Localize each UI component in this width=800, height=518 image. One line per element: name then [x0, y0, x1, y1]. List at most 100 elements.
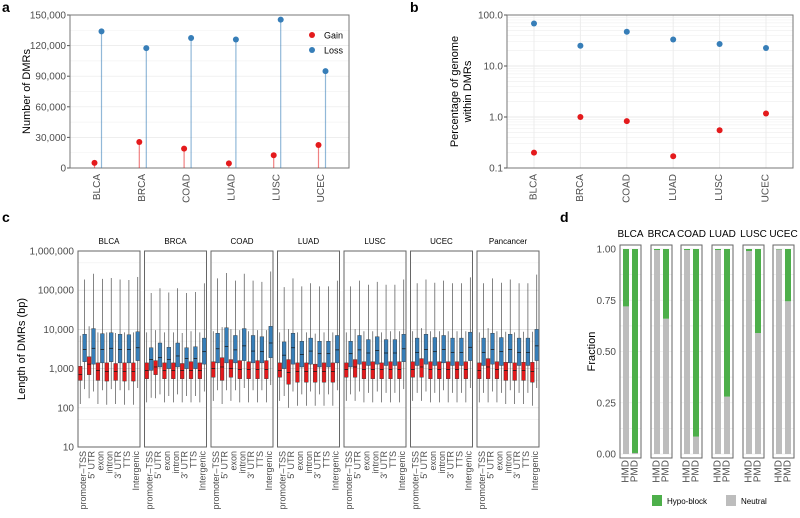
box-loss — [490, 332, 495, 365]
y-tick-label: 0.00 — [597, 450, 617, 461]
x-tick-label: 5' UTR — [286, 451, 296, 479]
box-gain — [521, 362, 526, 381]
bar-hypo-block — [715, 249, 721, 251]
panel-label-b: b — [410, 0, 419, 15]
x-tick-label: LUSC — [714, 174, 725, 201]
box-gain — [122, 362, 127, 382]
box-loss — [348, 341, 353, 368]
x-tick-label: 3' UTR — [246, 451, 256, 479]
lollipop-point-loss — [322, 68, 329, 75]
y-tick-label: 100 — [57, 403, 74, 414]
lollipop-point-gain — [136, 138, 143, 145]
box-gain — [286, 359, 291, 385]
x-tick-label: exon — [96, 451, 106, 471]
x-tick-label: Intergenic — [397, 451, 407, 491]
lollipop-point-gain — [181, 145, 188, 152]
box-loss — [224, 327, 229, 364]
x-tick-label: BRCA — [575, 174, 586, 202]
box-loss — [317, 341, 322, 368]
x-tick-label: PMD — [691, 460, 702, 482]
x-tick-label: PMD — [753, 460, 764, 482]
box-gain — [397, 361, 402, 379]
facet-strip-label: Pancancer — [489, 237, 528, 246]
y-tick-label: 0.75 — [597, 296, 617, 307]
x-tick-label: BLCA — [92, 174, 103, 200]
lollipop-point-loss — [98, 28, 105, 35]
plot-border-a — [69, 14, 350, 169]
y-axis-title: Length of DMRs (bp) — [16, 298, 28, 400]
facet-strip-label: LUSC — [740, 229, 767, 240]
facet-strip-label: LUAD — [298, 237, 320, 246]
box-loss — [290, 332, 296, 365]
facet-border — [680, 244, 703, 459]
box-loss — [100, 333, 105, 364]
bar-neutral — [715, 250, 721, 454]
legend-key-gain — [309, 32, 315, 38]
point-gain — [623, 118, 630, 125]
y-tick-label: 1.0 — [489, 113, 503, 124]
lollipop-point-loss — [143, 45, 150, 52]
facet-border — [619, 244, 642, 459]
y-axis-title: Percentage of genomewithin DMRs — [449, 36, 474, 147]
box-gain — [454, 361, 460, 379]
facet-strip-label: COAD — [230, 237, 253, 246]
x-tick-label: TTS — [521, 451, 531, 468]
facet-strip-label: UCEC — [769, 229, 797, 240]
x-tick-label: intron — [503, 451, 513, 474]
x-tick-label: HMD — [652, 460, 663, 483]
x-tick-label: 3' UTR — [180, 451, 190, 479]
x-tick-label: promoter–TSS — [78, 451, 88, 510]
box-gain — [95, 362, 101, 381]
bar-neutral — [785, 301, 791, 454]
y-tick-label: 0.50 — [597, 347, 617, 358]
box-gain — [219, 357, 225, 381]
x-tick-label: PMD — [722, 460, 733, 482]
x-tick-label: HMD — [744, 460, 755, 483]
box-gain — [512, 362, 517, 381]
facet-strip-label: COAD — [677, 229, 706, 240]
box-gain — [379, 362, 384, 379]
legend-label: Hypo-block — [667, 497, 708, 506]
bar-hypo-block — [693, 249, 699, 437]
box-gain — [313, 363, 318, 383]
y-tick-label: 100.0 — [478, 11, 503, 22]
x-tick-label: PMD — [661, 460, 672, 482]
lollipop-point-loss — [277, 16, 284, 23]
box-gain — [352, 359, 358, 378]
point-gain — [670, 153, 677, 160]
point-loss — [531, 20, 537, 27]
x-tick-label: UCEC — [761, 174, 772, 202]
facet-strip-label: BRCA — [648, 229, 676, 240]
x-tick-label: Intergenic — [197, 451, 207, 491]
x-tick-label: PMD — [783, 460, 794, 482]
facet-strip-label: LUSC — [364, 237, 386, 246]
box-loss — [392, 339, 398, 366]
facet-border — [144, 250, 207, 448]
box-loss — [157, 342, 163, 368]
box-gain — [304, 362, 309, 383]
box-gain — [104, 362, 109, 382]
box-gain — [419, 358, 424, 378]
y-axis-title-line: within DMRs — [462, 60, 474, 123]
box-loss — [184, 347, 189, 369]
y-tick-label: 60,000 — [35, 102, 66, 113]
x-tick-label: TTS — [388, 451, 398, 468]
point-loss — [716, 41, 723, 48]
x-tick-label: HMD — [621, 460, 632, 483]
box-loss — [459, 337, 464, 366]
x-tick-label: 3' UTR — [113, 451, 123, 479]
lollipop-point-gain — [315, 142, 322, 149]
box-gain — [144, 362, 149, 379]
box-loss — [525, 337, 531, 366]
x-tick-label: exon — [295, 451, 305, 471]
box-gain — [437, 361, 442, 379]
y-tick-label: 100,000 — [38, 286, 75, 297]
x-tick-label: BLCA — [529, 174, 540, 200]
bar-hypo-block — [724, 249, 730, 397]
bar-neutral — [684, 250, 690, 454]
x-tick-label: TTS — [255, 451, 265, 468]
box-gain — [330, 362, 335, 383]
legend-label: Gain — [324, 31, 343, 41]
box-loss — [450, 337, 455, 366]
y-tick-label: 1.00 — [597, 245, 617, 256]
